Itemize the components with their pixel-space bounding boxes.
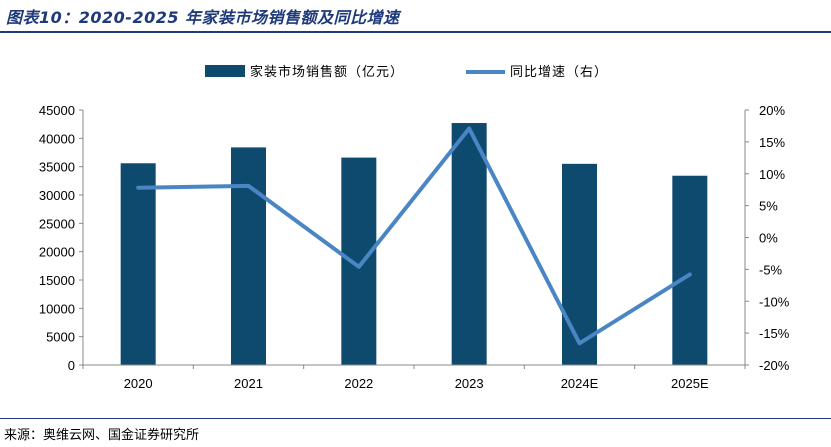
y-right-tick-label: 10% <box>759 167 785 182</box>
y-left-tick-label: 30000 <box>39 188 75 203</box>
growth-point-2024E <box>578 341 581 345</box>
chart-title: 图表10：2020-2025 年家装市场销售额及同比增速 <box>6 8 400 27</box>
bar-2020 <box>120 163 156 365</box>
growth-rate-line <box>136 126 692 346</box>
y-right-tick-label: 15% <box>759 135 785 150</box>
y-right-tick-label: -20% <box>759 358 790 373</box>
y-left-tick-label: 5000 <box>46 330 75 345</box>
growth-point-2020 <box>136 186 140 190</box>
y-left-tick-label: 35000 <box>39 160 75 175</box>
y-left-tick-label: 15000 <box>39 273 75 288</box>
line-series <box>136 126 692 346</box>
y-right-tick-label: -5% <box>759 262 783 277</box>
y-right-tick-label: 5% <box>759 199 778 214</box>
growth-point-2023 <box>467 126 471 130</box>
y-left-tick-label: 25000 <box>39 216 75 231</box>
bar-2025E <box>672 175 708 365</box>
axes: 0 5000 10000 15000 20000 25000 30000 35000 40000… <box>39 103 790 391</box>
x-tick-label: 2024E <box>561 376 599 391</box>
y-left-tick-label: 20000 <box>39 245 75 260</box>
footer-divider <box>0 418 831 419</box>
x-tick-label: 2021 <box>234 376 263 391</box>
bar-series <box>120 123 708 366</box>
legend-bar-swatch <box>205 65 245 77</box>
x-tick-label: 2023 <box>455 376 484 391</box>
bar-2021 <box>231 147 266 365</box>
legend-bar-label: 家装市场销售额（亿元） <box>250 64 404 80</box>
title-divider <box>0 31 831 33</box>
legend-line-label: 同比增速（右） <box>510 65 608 80</box>
y-right-tick-label: 0% <box>759 231 778 246</box>
y-left-tick-label: 10000 <box>39 301 75 316</box>
y-right-tick-label: -10% <box>759 294 790 309</box>
y-left-tick-label: 45000 <box>39 103 75 118</box>
growth-point-2025E <box>688 272 692 276</box>
bar-2023 <box>451 123 487 366</box>
legend: 家装市场销售额（亿元） 同比增速（右） <box>205 64 608 80</box>
y-right-tick-label: -15% <box>759 326 790 341</box>
y-left-tick-label: 0 <box>68 358 75 373</box>
growth-point-2022 <box>357 265 361 269</box>
growth-point-2021 <box>247 184 250 188</box>
x-tick-label: 2022 <box>344 376 373 391</box>
bar-2022 <box>341 157 377 365</box>
x-tick-label: 2020 <box>124 376 153 391</box>
x-tick-label: 2025E <box>671 376 709 391</box>
y-left-tick-label: 40000 <box>39 131 75 146</box>
bar-2024E <box>562 163 597 365</box>
y-right-tick-label: 20% <box>759 103 785 118</box>
source-note: 来源：奥维云网、国金证券研究所 <box>4 428 200 443</box>
